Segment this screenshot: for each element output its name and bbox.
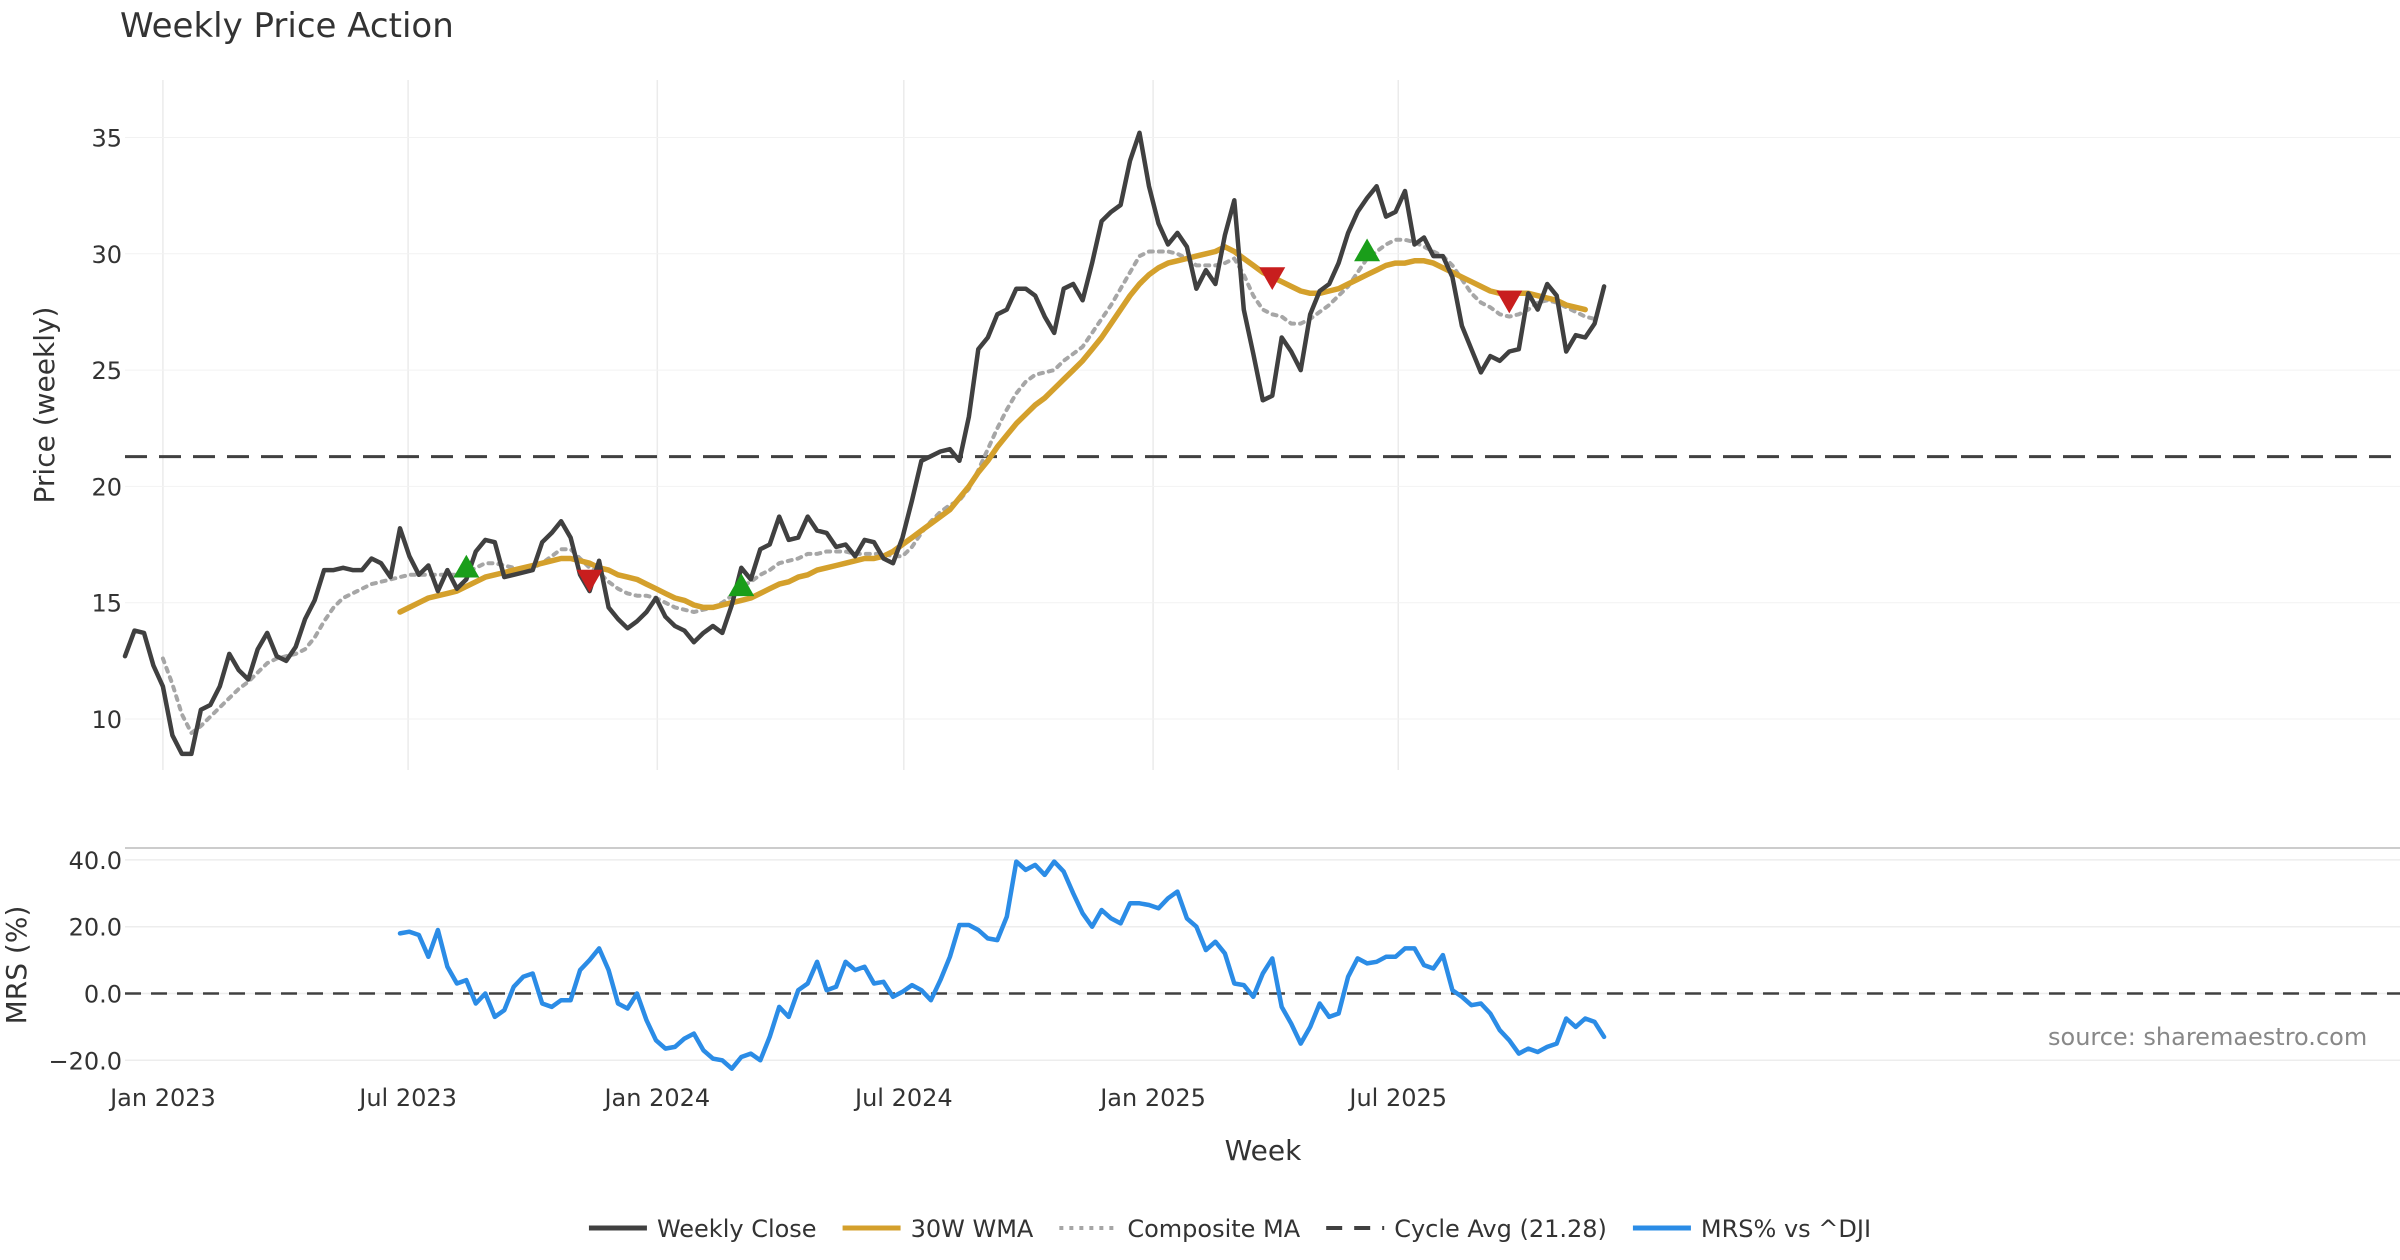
legend-item-weekly-close: Weekly Close: [588, 1215, 817, 1243]
legend-item-cycle-avg-21-28: Cycle Avg (21.28): [1326, 1215, 1607, 1243]
source-annotation: source: sharemaestro.com: [2048, 1023, 2367, 1051]
legend-item-composite-ma: Composite MA: [1059, 1215, 1301, 1243]
signal-markers: [453, 238, 1523, 597]
price-gridlines: [125, 80, 2400, 770]
legend-label: MRS% vs ^DJI: [1701, 1215, 1871, 1243]
mrs-y-tick-label: 40.0: [69, 847, 122, 875]
x-tick-label-jul-2024: Jul 2024: [853, 1084, 953, 1112]
legend-label: 30W WMA: [911, 1215, 1034, 1243]
price-y-tick-label: 35: [91, 125, 122, 153]
legend-label: Cycle Avg (21.28): [1394, 1215, 1607, 1243]
x-axis-label: Week: [1225, 1134, 1302, 1167]
legend: Weekly Close 30W WMA Composite MA Cycle Avg…: [588, 1215, 1871, 1243]
sell-signal-marker-6: [1496, 290, 1523, 314]
legend-item-mrs-vs-dji: MRS% vs ^DJI: [1632, 1215, 1871, 1243]
chart-title: Weekly Price Action: [120, 6, 454, 46]
legend-label: Weekly Close: [657, 1215, 817, 1243]
price-y-tick-label: 10: [91, 706, 122, 734]
series-weekly-close: [122, 130, 1607, 757]
x-tick-label-jul-2025: Jul 2025: [1347, 1084, 1447, 1112]
legend-item-30w-wma: 30W WMA: [842, 1215, 1034, 1243]
price-series: [122, 130, 1607, 757]
sell-signal-marker-2: [576, 569, 603, 593]
price-y-ticks: 10 15 20 25 30 35: [91, 125, 122, 735]
buy-signal-marker-5: [1354, 238, 1381, 262]
buy-signal-marker-1: [453, 554, 480, 578]
x-tick-label-jan-2023: Jan 2023: [108, 1084, 216, 1112]
price-y-tick-label: 20: [91, 473, 122, 501]
mrs-y-ticks: 40.0 20.0 0.0 −20.0: [48, 847, 122, 1075]
mrs-y-tick-label: 20.0: [69, 914, 122, 942]
mrs-y-axis-label: MRS (%): [0, 906, 33, 1025]
legend-label: Composite MA: [1127, 1215, 1300, 1243]
series-mrs-vs-dji: [397, 859, 1607, 1071]
x-tick-label-jan-2025: Jan 2025: [1098, 1084, 1206, 1112]
price-y-tick-label: 30: [91, 241, 122, 269]
mrs-y-tick-label: 0.0: [84, 981, 122, 1009]
price-y-tick-label: 25: [91, 357, 122, 385]
buy-signal-marker-3: [728, 573, 755, 597]
x-tick-label-jan-2024: Jan 2024: [602, 1084, 710, 1112]
x-ticks: Jan 2023 Jul 2023 Jan 2024 Jul 2024 Jan 2025…: [108, 1084, 1447, 1112]
mrs-y-tick-label: −20.0: [48, 1047, 122, 1075]
price-y-axis-label: Price (weekly): [28, 307, 61, 504]
x-tick-label-jul-2023: Jul 2023: [357, 1084, 457, 1112]
price-y-tick-label: 15: [91, 590, 122, 618]
mrs-gridlines: [125, 847, 2400, 1062]
mrs-series: [397, 859, 1607, 1071]
sell-signal-marker-4: [1259, 267, 1286, 291]
